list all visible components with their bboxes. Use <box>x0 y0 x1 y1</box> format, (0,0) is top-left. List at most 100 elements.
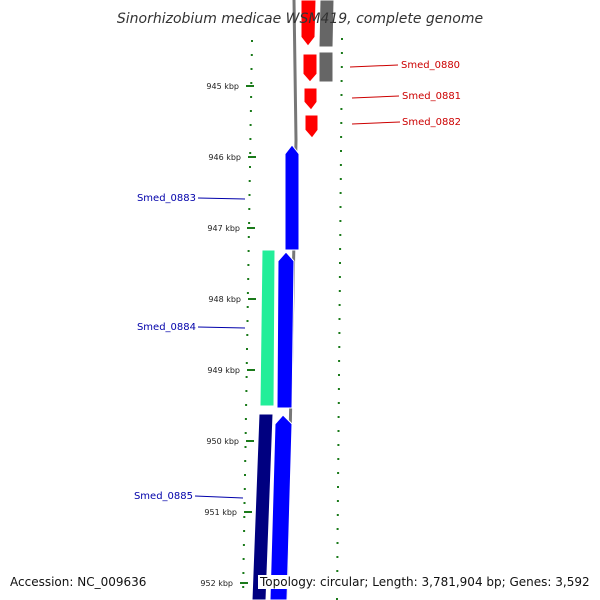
scale-dot <box>340 52 343 54</box>
scale-track-outer <box>336 38 343 600</box>
scale-tick <box>244 511 252 513</box>
scale-dot <box>247 264 250 266</box>
scale-tick <box>247 227 255 229</box>
scale-dot <box>243 488 246 490</box>
scale-dot <box>339 192 342 194</box>
scale-dot <box>340 80 343 82</box>
scale-dot <box>338 332 341 334</box>
scale-dot <box>340 108 343 110</box>
scale-tick <box>247 369 255 371</box>
map-title: Sinorhizobium medicae WSM419, complete g… <box>117 11 483 27</box>
scale-dot <box>337 458 340 460</box>
topology-text: Topology: circular; Length: 3,781,904 bp… <box>258 575 592 589</box>
scale-dot <box>249 166 251 168</box>
scale-dot <box>339 178 342 180</box>
gene-smed-0883-shape <box>284 144 300 251</box>
gene-leader-line <box>197 197 246 200</box>
misc-feature-navy <box>251 413 274 600</box>
scale-track-inner <box>242 40 253 588</box>
scale-dot <box>340 94 343 96</box>
scale-dot <box>246 306 249 308</box>
scale-dot <box>338 304 341 306</box>
gene-smed-0884-shape <box>276 251 295 409</box>
gene-smed-0881-shape <box>302 53 318 83</box>
scale-dot <box>339 262 341 264</box>
gray-feature-1 <box>318 0 335 48</box>
scale-dot <box>242 558 245 560</box>
scale-dot <box>340 136 343 138</box>
scale-label: 950 kbp <box>206 437 239 446</box>
scale-dot <box>246 334 249 336</box>
scale-dot <box>247 278 250 280</box>
scale-dot <box>250 54 253 56</box>
scale-dot <box>246 320 249 322</box>
gene-label-smed-0880: Smed_0880 <box>401 60 460 71</box>
scale-dot <box>249 138 252 140</box>
gene-leader-line <box>351 121 401 125</box>
scale-dot <box>250 68 253 70</box>
scale-label: 952 kbp <box>200 579 233 588</box>
scale-dot <box>243 530 246 532</box>
gene-leader-line <box>349 64 399 68</box>
scale-dot <box>244 446 247 448</box>
scale-dot <box>336 598 338 600</box>
scale-dot <box>245 362 248 364</box>
gene-label-smed-0883: Smed_0883 <box>137 193 196 204</box>
scale-dot <box>337 444 340 446</box>
scale-tick <box>248 156 256 158</box>
scale-dot <box>246 292 249 294</box>
scale-tick <box>246 440 254 442</box>
scale-dot <box>244 474 246 476</box>
gene-smed-0885-shape <box>269 414 293 600</box>
scale-dot <box>248 180 251 182</box>
scale-dot <box>248 194 251 196</box>
scale-dot <box>338 374 340 376</box>
scale-dot <box>339 234 342 236</box>
scale-dot <box>336 542 339 544</box>
scale-label: 949 kbp <box>207 366 240 375</box>
scale-dot <box>248 222 251 224</box>
scale-dot <box>246 348 248 350</box>
scale-dot <box>336 528 339 530</box>
scale-label: 947 kbp <box>207 224 240 233</box>
scale-dot <box>337 430 340 432</box>
scale-dot <box>336 514 339 516</box>
scale-dot <box>244 418 247 420</box>
scale-dot <box>248 208 251 210</box>
scale-dot <box>341 38 343 40</box>
scale-dot <box>245 390 248 392</box>
scale-dot <box>336 556 339 558</box>
gene-leader-line <box>194 495 244 499</box>
scale-dot <box>338 360 341 362</box>
scale-tick <box>246 85 254 87</box>
scale-dot <box>337 486 339 488</box>
gene-leader-line <box>351 95 400 99</box>
gene-leader-line <box>197 326 246 329</box>
scale-labels: 945 kbp 946 kbp 947 kbp 948 kbp 949 kbp … <box>200 82 241 588</box>
scale-label: 946 kbp <box>208 153 241 162</box>
scale-dot <box>247 250 250 252</box>
gene-smed-0880-shape <box>300 0 317 47</box>
scale-dot <box>337 388 340 390</box>
scale-dot <box>245 376 248 378</box>
scale-dot <box>340 66 343 68</box>
scale-dot <box>336 570 339 572</box>
scale-dot <box>249 124 252 126</box>
scale-dot <box>338 346 341 348</box>
gene-label-smed-0885: Smed_0885 <box>134 491 193 502</box>
scale-dot <box>339 248 342 250</box>
scale-tick <box>240 582 248 584</box>
gene-label-smed-0882: Smed_0882 <box>402 117 461 128</box>
gray-feature-2 <box>318 51 334 83</box>
scale-dot <box>247 236 250 238</box>
gene-label-smed-0884: Smed_0884 <box>137 322 196 333</box>
scale-dot <box>244 432 247 434</box>
scale-dot <box>250 96 253 98</box>
scale-dot <box>340 122 343 124</box>
scale-dot <box>336 500 339 502</box>
scale-dot <box>337 472 340 474</box>
misc-feature-green <box>259 249 276 407</box>
scale-dot <box>339 206 342 208</box>
scale-dot <box>338 290 341 292</box>
scale-dot <box>242 586 245 588</box>
